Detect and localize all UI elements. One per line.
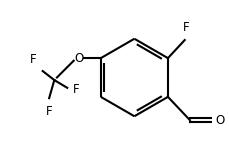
Text: F: F xyxy=(72,83,79,96)
Text: O: O xyxy=(215,114,224,127)
Text: F: F xyxy=(30,53,36,66)
Text: O: O xyxy=(74,52,83,65)
Text: F: F xyxy=(46,105,52,118)
Text: F: F xyxy=(182,21,188,34)
